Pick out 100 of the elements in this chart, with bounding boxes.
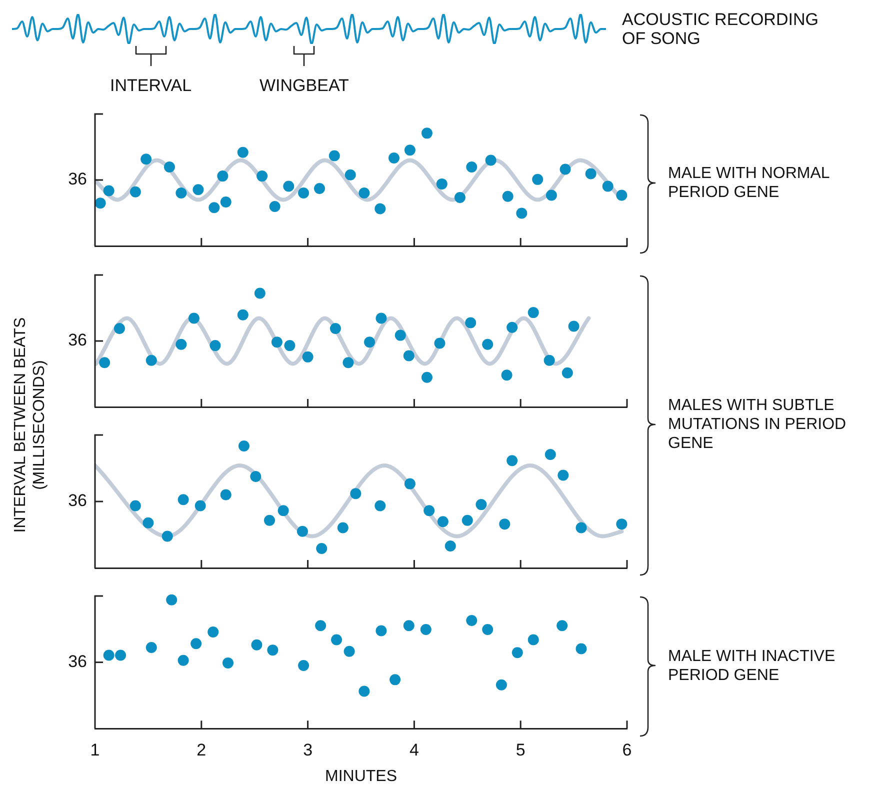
point (576, 522, 587, 534)
point (316, 542, 328, 554)
point (403, 620, 414, 632)
text: ACOUSTIC RECORDING OF SONG (622, 10, 820, 48)
text: WINGBEAT (260, 76, 349, 95)
point (342, 357, 354, 368)
point (485, 154, 496, 166)
point (516, 208, 528, 219)
point (558, 470, 569, 481)
text: MALE WITH INACTIVE PERIOD GENE (668, 646, 836, 684)
x-tick-label: 5 (516, 740, 526, 760)
point (424, 505, 435, 516)
point (330, 322, 341, 334)
point (496, 679, 507, 690)
point (616, 190, 628, 201)
point (130, 500, 141, 512)
point (585, 168, 596, 180)
text: INTERVAL (110, 76, 192, 95)
point (544, 449, 556, 460)
point (568, 320, 580, 332)
point (94, 198, 106, 209)
point (208, 626, 219, 638)
point (220, 196, 232, 208)
point (302, 351, 314, 362)
point (421, 372, 432, 383)
point (237, 309, 248, 320)
point (298, 187, 310, 198)
point (178, 654, 189, 666)
point (208, 202, 220, 214)
x-tick-label: 2 (196, 740, 206, 760)
point (421, 128, 432, 139)
point (269, 201, 280, 212)
x-tick-label: 4 (409, 740, 419, 760)
x-tick-label: 3 (303, 740, 313, 760)
point (476, 499, 487, 510)
point (254, 288, 266, 299)
point (114, 322, 125, 334)
y-axis-title: INTERVAL BETWEEN BEATS (MILLISECONDS) (11, 316, 49, 534)
point (190, 638, 202, 650)
point (616, 518, 628, 530)
point (238, 440, 250, 452)
point (499, 518, 510, 530)
point (602, 180, 614, 192)
point (176, 187, 187, 198)
point (142, 517, 154, 528)
point (222, 657, 234, 668)
text: 36 (68, 491, 87, 510)
point (403, 350, 414, 362)
point (315, 620, 326, 632)
point (166, 594, 178, 606)
point (103, 650, 114, 661)
point (501, 370, 512, 381)
point (528, 634, 539, 646)
point (337, 522, 348, 534)
text: 36 (68, 652, 87, 671)
text: 36 (68, 330, 87, 350)
point (328, 150, 340, 162)
point (217, 170, 228, 182)
point (188, 312, 200, 324)
point (502, 190, 514, 202)
text: 36 (68, 170, 87, 189)
point (103, 185, 114, 196)
point (296, 526, 308, 537)
point (528, 307, 539, 318)
x-tick-label: 6 (622, 740, 632, 760)
point (192, 184, 204, 196)
point (331, 634, 342, 646)
point (146, 642, 157, 653)
point (364, 336, 376, 348)
point (376, 312, 387, 324)
point (560, 164, 571, 175)
point (388, 152, 400, 164)
point (465, 317, 476, 328)
x-tick-label: 1 (90, 740, 100, 760)
point (576, 643, 587, 654)
point (278, 505, 289, 516)
point (178, 494, 189, 506)
point (314, 182, 326, 194)
point (164, 162, 175, 173)
point (436, 178, 448, 190)
point (237, 146, 248, 158)
point (374, 500, 386, 512)
point (283, 180, 294, 192)
point (404, 144, 416, 156)
point (544, 354, 555, 366)
point (420, 624, 432, 635)
point (532, 174, 544, 185)
point (358, 187, 370, 198)
text: MALES WITH SUBTLE MUTATIONS IN PERIOD GENE (668, 396, 848, 453)
point (482, 338, 494, 350)
point (344, 646, 355, 657)
point (115, 650, 126, 661)
point (176, 338, 187, 350)
point (454, 192, 466, 203)
point (251, 639, 262, 650)
point (220, 489, 232, 500)
point (210, 340, 221, 352)
point (466, 162, 478, 173)
point (267, 644, 278, 656)
point (444, 540, 456, 552)
